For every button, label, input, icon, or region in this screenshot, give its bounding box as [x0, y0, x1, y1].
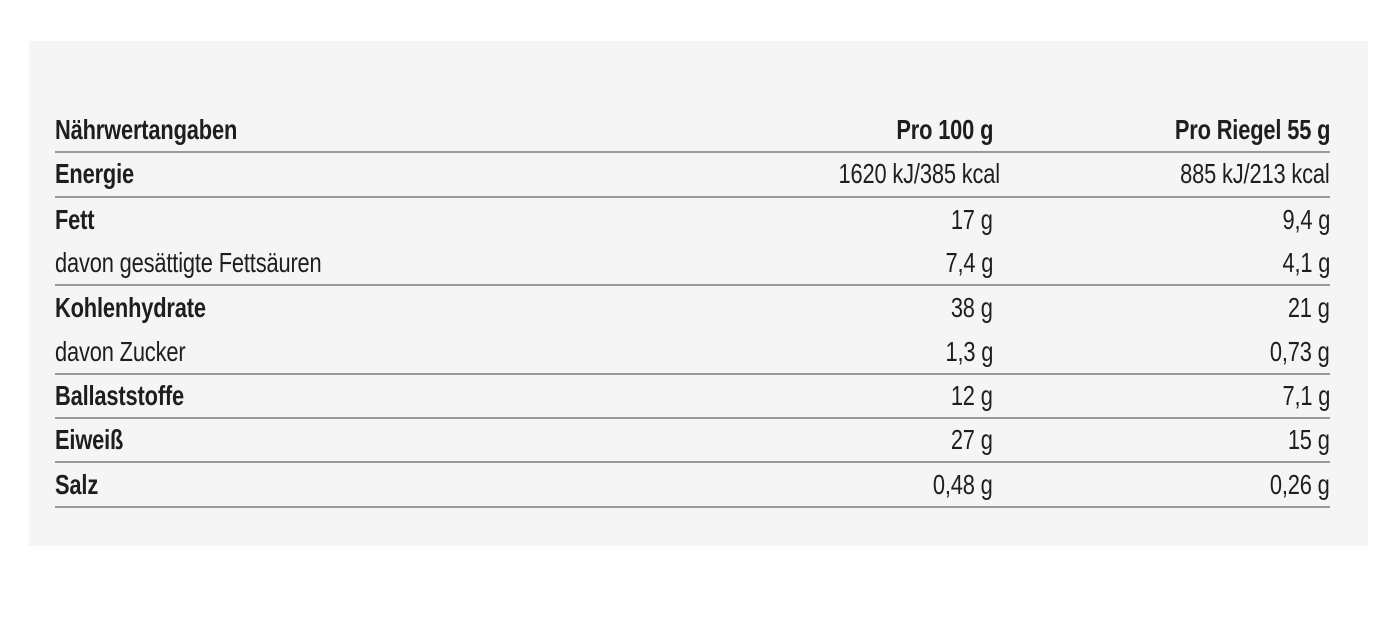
row-value-per-100g-text: 12 g [951, 379, 993, 411]
table-row: Fett 17 g 9,4 g [55, 198, 1330, 242]
row-label-text: davon gesättigte Fettsäuren [55, 247, 322, 279]
column-header-per-100g: Pro 100 g [793, 114, 993, 146]
row-label: Salz [55, 469, 793, 501]
row-value-per-100g-text: 1,3 g [945, 335, 993, 367]
row-label-text: Kohlenhydrate [55, 292, 206, 324]
row-value-per-100g: 0,48 g [793, 469, 993, 501]
row-value-per-100g-text: 7,4 g [945, 247, 993, 279]
table-body: Energie 1620 kJ/385 kcal 885 kJ/213 kcal Fe… [55, 153, 1331, 508]
row-value-per-riegel-text: 0,73 g [1270, 335, 1330, 367]
per-100g-column-title: Pro 100 g [896, 114, 993, 146]
table-header-row: Nährwertangaben Pro 100 g Pro Riegel 55 … [55, 109, 1331, 154]
table-row: Salz 0,48 g 0,26 g [55, 463, 1330, 508]
row-label: Fett [55, 204, 793, 236]
row-label: davon Zucker [55, 336, 793, 368]
row-value-per-100g-text: 27 g [951, 424, 993, 456]
nutrition-table: Nährwertangaben Pro 100 g Pro Riegel 55 … [29, 41, 1368, 508]
row-label-text: Fett [55, 203, 95, 235]
row-value-per-100g: 7,4 g [793, 247, 993, 279]
row-value-per-riegel-text: 0,26 g [1270, 468, 1330, 500]
nutrient-column-title: Nährwertangaben [55, 114, 238, 146]
row-value-per-100g-text: 17 g [951, 203, 993, 235]
row-value-per-riegel: 7,1 g [993, 380, 1330, 412]
row-value-per-100g-text: 1620 kJ/385 kcal [838, 158, 1001, 190]
row-value-per-100g: 1620 kJ/385 kcal [793, 158, 1001, 190]
row-value-per-riegel: 0,26 g [993, 469, 1330, 501]
row-value-per-100g: 17 g [793, 204, 993, 236]
row-label: Energie [55, 158, 793, 190]
table-row: Kohlenhydrate 38 g 21 g [55, 286, 1330, 330]
table-row: davon gesättigte Fettsäuren 7,4 g 4,1 g [55, 242, 1330, 287]
table-row: Eiweiß 27 g 15 g [55, 419, 1330, 464]
row-value-per-100g: 12 g [793, 380, 993, 412]
per-riegel-column-title: Pro Riegel 55 g [1174, 114, 1331, 146]
row-value-per-riegel: 21 g [993, 292, 1330, 324]
row-label: Eiweiß [55, 424, 793, 456]
column-header-per-riegel: Pro Riegel 55 g [993, 114, 1331, 146]
row-value-per-100g-text: 0,48 g [933, 468, 993, 500]
table-row: Energie 1620 kJ/385 kcal 885 kJ/213 kcal [55, 153, 1331, 198]
row-label-text: Energie [55, 158, 135, 190]
row-value-per-riegel: 4,1 g [993, 247, 1330, 279]
table-row: Ballaststoffe 12 g 7,1 g [55, 375, 1330, 420]
row-label: Ballaststoffe [55, 380, 793, 412]
row-value-per-riegel-text: 21 g [1288, 292, 1330, 324]
row-value-per-riegel-text: 4,1 g [1282, 247, 1330, 279]
row-value-per-100g-text: 38 g [951, 292, 993, 324]
row-label-text: Eiweiß [55, 424, 124, 456]
row-value-per-riegel-text: 7,1 g [1282, 379, 1330, 411]
row-label-text: davon Zucker [55, 335, 186, 367]
row-value-per-riegel: 9,4 g [993, 204, 1330, 236]
row-label-text: Salz [55, 468, 99, 500]
row-value-per-riegel-text: 9,4 g [1282, 203, 1330, 235]
column-header-nutrient: Nährwertangaben [55, 114, 793, 146]
row-value-per-riegel: 885 kJ/213 kcal [993, 158, 1331, 190]
row-value-per-riegel-text: 885 kJ/213 kcal [1180, 158, 1331, 190]
row-value-per-100g: 38 g [793, 292, 993, 324]
row-value-per-100g: 27 g [793, 424, 993, 456]
row-value-per-100g: 1,3 g [793, 336, 993, 368]
row-value-per-riegel: 0,73 g [993, 336, 1330, 368]
row-label-text: Ballaststoffe [55, 379, 185, 411]
row-value-per-riegel: 15 g [993, 424, 1330, 456]
table-row: davon Zucker 1,3 g 0,73 g [55, 330, 1330, 375]
row-value-per-riegel-text: 15 g [1288, 424, 1330, 456]
row-label: davon gesättigte Fettsäuren [55, 247, 793, 279]
row-label: Kohlenhydrate [55, 292, 793, 324]
nutrition-facts-card: Nährwertangaben Pro 100 g Pro Riegel 55 … [29, 41, 1368, 546]
